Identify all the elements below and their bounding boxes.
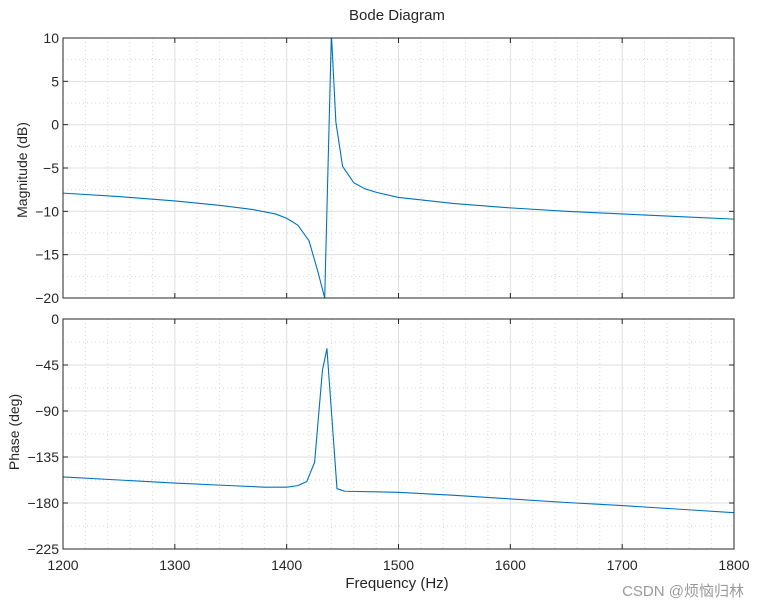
y-tick-label: −90: [35, 403, 59, 419]
frequency-axis-ticks: 1200 1300 1400 1500 1600 1700 1800: [47, 557, 749, 573]
phase-panel: 0 −45 −90 −135 −180 −225: [27, 311, 735, 557]
axes-frame: [62, 37, 735, 299]
x-tick-label: 1600: [495, 557, 526, 573]
phase-series-line: [63, 348, 734, 514]
magnitude-axis-label: Magnitude (dB): [14, 122, 30, 218]
x-tick-label: 1200: [47, 557, 78, 573]
x-tick-label: 1400: [271, 557, 302, 573]
phase-axis-label: Phase (deg): [6, 394, 22, 470]
y-tick-label: −15: [35, 247, 59, 263]
x-tick-label: 1500: [383, 557, 414, 573]
magnitude-panel: 10 5 0 −5 −10 −15 −20: [35, 30, 735, 306]
y-tick-label: −20: [35, 290, 59, 306]
magnitude-series-line: [63, 38, 734, 298]
axes-frame: [62, 318, 735, 550]
y-tick-label: 5: [51, 73, 59, 89]
y-tick-label: −10: [35, 203, 59, 219]
x-tick-label: 1800: [718, 557, 749, 573]
y-tick-label: 0: [51, 311, 59, 327]
y-tick-label: 0: [51, 117, 59, 133]
x-tick-label: 1300: [159, 557, 190, 573]
x-tick-label: 1700: [607, 557, 638, 573]
y-tick-label: −135: [27, 449, 59, 465]
frequency-axis-label: Frequency (Hz): [345, 575, 448, 592]
y-tick-label: 10: [43, 30, 59, 46]
watermark-text: CSDN @烦恼归林: [622, 583, 744, 600]
y-tick-label: −5: [43, 160, 59, 176]
y-tick-label: −180: [27, 495, 59, 511]
y-tick-label: −225: [27, 541, 59, 557]
chart-title: Bode Diagram: [349, 7, 445, 24]
y-tick-label: −45: [35, 357, 59, 373]
